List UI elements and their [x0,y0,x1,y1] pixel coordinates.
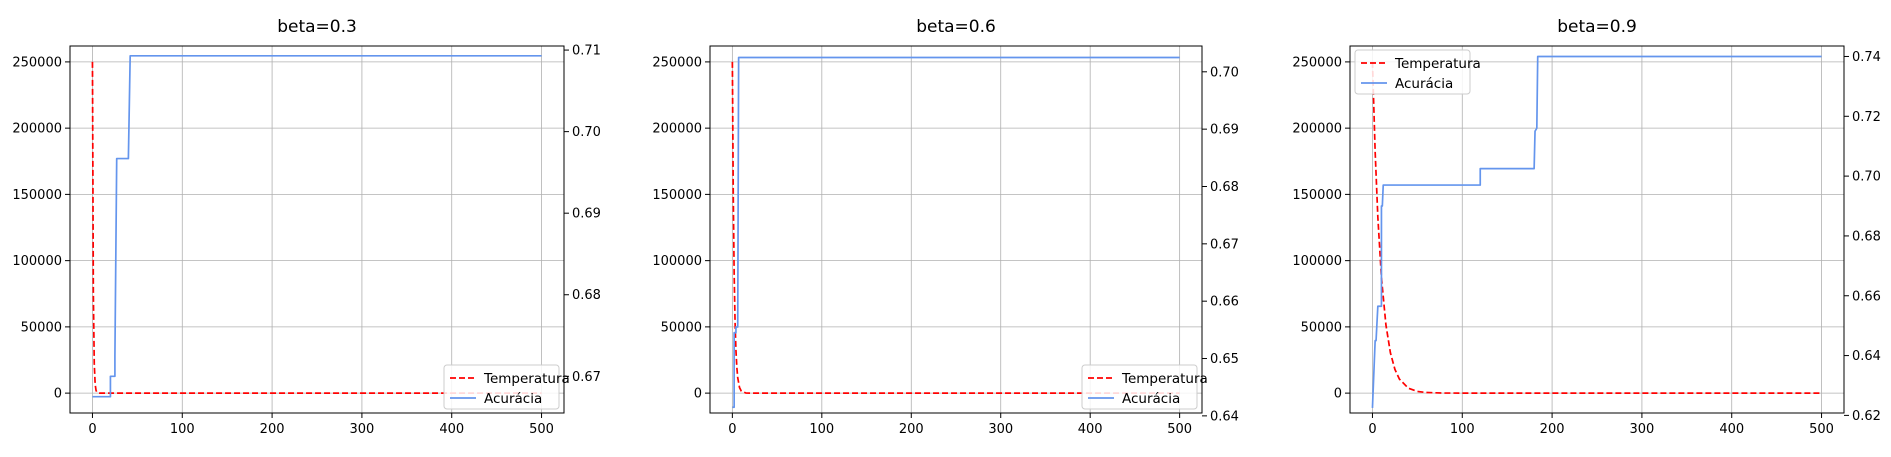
y-left-tick-label: 100000 [1292,254,1342,269]
y-right-tick-label: 0.72 [1852,110,1881,125]
y-right-tick-label: 0.70 [1852,170,1881,185]
x-tick-label: 300 [1629,422,1654,437]
y-right-tick-label: 0.68 [572,288,601,303]
legend-label: Acurácia [1395,76,1453,92]
x-tick-label: 300 [349,422,374,437]
y-left-tick-label: 50000 [1301,320,1342,335]
legend-label: Temperatura [1394,56,1481,72]
axes-frame [69,45,565,414]
x-tick-label: 100 [170,422,195,437]
y-left-tick-label: 150000 [1292,188,1342,203]
x-tick-label: 300 [988,422,1013,437]
legend-label: Acurácia [484,391,542,407]
x-tick-label: 0 [88,422,96,437]
y-left-tick-label: 0 [54,387,62,402]
x-tick-label: 0 [1368,422,1376,437]
x-tick-label: 400 [1078,422,1103,437]
y-right-tick-label: 0.71 [572,44,601,59]
y-left-tick-label: 250000 [652,55,702,70]
chart-title: beta=0.3 [277,17,357,37]
x-tick-label: 400 [439,422,464,437]
y-right-tick-label: 0.67 [572,370,601,385]
chart-title: beta=0.9 [1557,17,1637,37]
temperatura-line [731,61,1180,394]
axes-frame [1349,45,1845,414]
x-tick-label: 100 [1450,422,1475,437]
y-right-tick-label: 0.70 [572,125,601,140]
y-right-tick-label: 0.68 [1852,229,1881,244]
x-tick-label: 400 [1719,422,1744,437]
y-left-tick-label: 200000 [12,122,62,137]
x-tick-label: 200 [899,422,924,437]
acuracia-line [732,56,1180,409]
y-right-tick-label: 0.62 [1852,409,1881,424]
temperatura-line [91,61,542,394]
y-left-tick-label: 0 [1334,387,1342,402]
y-left-tick-label: 150000 [12,188,62,203]
legend-label: Temperatura [483,371,570,387]
x-tick-label: 500 [1167,422,1192,437]
y-left-tick-label: 250000 [1292,55,1342,70]
y-left-tick-label: 0 [694,387,702,402]
y-right-tick-label: 0.64 [1210,409,1239,424]
y-left-tick-label: 100000 [652,254,702,269]
axes-frame [709,45,1203,414]
y-left-tick-label: 50000 [661,320,702,335]
x-tick-label: 100 [809,422,834,437]
temperatura-line [1371,61,1822,394]
y-right-tick-label: 0.74 [1852,50,1881,65]
y-right-tick-label: 0.70 [1210,65,1239,80]
chart-panel-3: beta=0.9 0 100 200 300 400 500 0 50000 100000 1500… [1292,17,1881,437]
y-right-tick-label: 0.65 [1210,352,1239,367]
legend: Temperatura Acurácia [443,364,570,410]
x-tick-label: 0 [728,422,736,437]
legend: Temperatura Acurácia [1354,49,1481,95]
y-right-tick-label: 0.66 [1210,295,1239,310]
chart-panel-2: beta=0.6 0 100 200 300 400 500 0 50000 100000 1500… [652,17,1239,437]
x-tick-label: 200 [260,422,285,437]
chart-title: beta=0.6 [916,17,996,37]
y-right-tick-label: 0.67 [1210,237,1239,252]
y-left-tick-label: 200000 [1292,122,1342,137]
legend-label: Temperatura [1121,371,1208,387]
y-right-tick-label: 0.68 [1210,180,1239,195]
chart-panel-1: beta=0.3 0 100 200 300 400 500 0 50000 100000 1500… [12,17,601,437]
y-left-tick-label: 200000 [652,122,702,137]
y-right-tick-label: 0.66 [1852,289,1881,304]
acuracia-line [92,54,542,398]
y-left-tick-label: 250000 [12,55,62,70]
y-right-tick-label: 0.69 [1210,123,1239,138]
y-left-tick-label: 50000 [21,320,62,335]
y-right-tick-label: 0.64 [1852,349,1881,364]
legend-label: Acurácia [1122,391,1180,407]
y-left-tick-label: 150000 [652,188,702,203]
legend: Temperatura Acurácia [1081,364,1208,410]
x-tick-label: 200 [1540,422,1565,437]
x-tick-label: 500 [1809,422,1834,437]
x-tick-label: 500 [529,422,554,437]
acuracia-line [1371,55,1822,408]
y-right-tick-label: 0.69 [572,207,601,222]
y-left-tick-label: 100000 [12,254,62,269]
